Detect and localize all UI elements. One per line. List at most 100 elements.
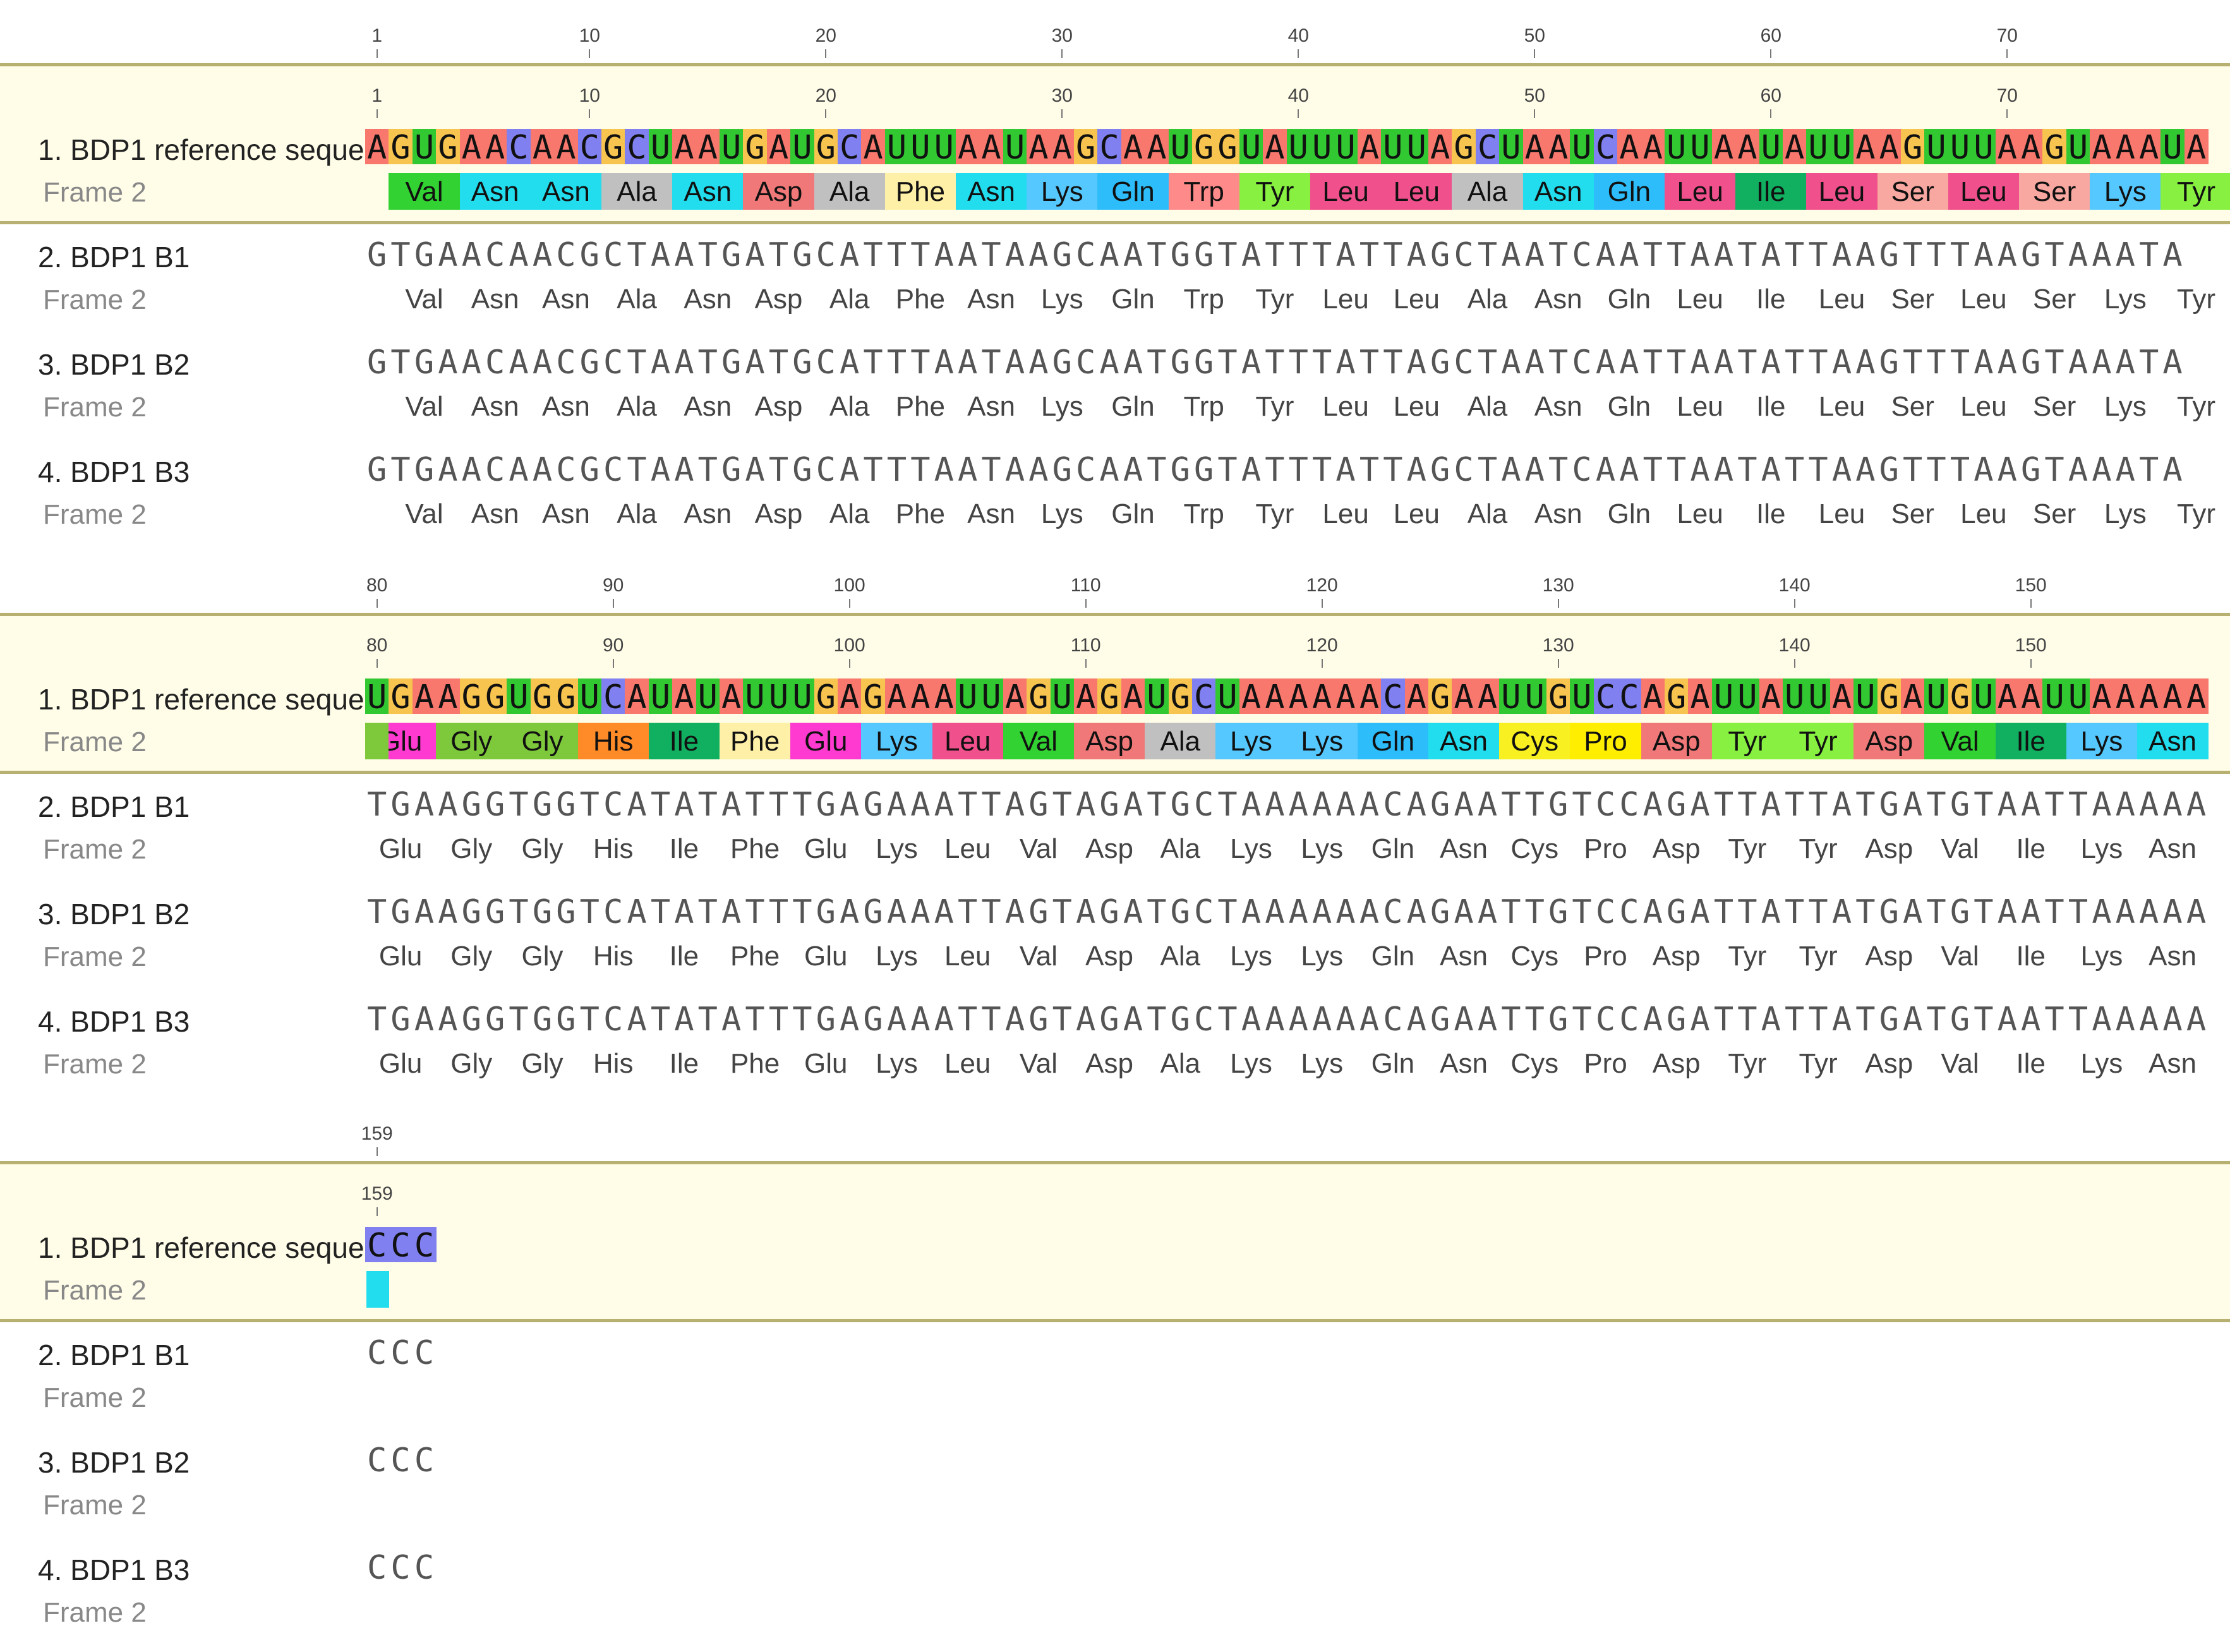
- nucleotide: G: [1076, 129, 1096, 167]
- amino-acid-highlight: [530, 173, 602, 210]
- nucleotide-highlight: [625, 678, 649, 714]
- nucleotide: G: [1430, 1001, 1450, 1039]
- amino-acid-highlight: [1452, 173, 1524, 210]
- amino-acid: Asn: [1534, 498, 1582, 529]
- nucleotide: G: [1879, 1001, 1899, 1039]
- nucleotide: A: [1123, 678, 1143, 716]
- sequence-label[interactable]: 1. BDP1 reference sequence: [38, 1231, 411, 1264]
- amino-acid-highlight: [720, 723, 791, 759]
- nucleotide: T: [1666, 236, 1687, 274]
- nucleotide: U: [2162, 129, 2183, 167]
- nucleotide: T: [1052, 786, 1072, 824]
- sequence-label[interactable]: 1. BDP1 reference sequence: [38, 683, 411, 716]
- nucleotide: A: [1831, 236, 1852, 274]
- nucleotide: U: [1785, 678, 1805, 716]
- nucleotide: A: [1477, 678, 1498, 716]
- nucleotide: T: [627, 344, 647, 382]
- nucleotide: U: [2068, 678, 2088, 716]
- nucleotide: C: [840, 129, 860, 167]
- nucleotide: A: [1831, 786, 1852, 824]
- nucleotide: T: [1383, 344, 1403, 382]
- nucleotide: A: [1903, 1001, 1923, 1039]
- nucleotide: C: [627, 129, 647, 167]
- nucleotide: T: [367, 893, 387, 931]
- nucleotide: T: [2139, 236, 2159, 274]
- nucleotide-highlight: [601, 129, 625, 164]
- nucleotide: A: [1903, 893, 1923, 931]
- amino-acid-highlight: [1522, 173, 1594, 210]
- nucleotide: U: [1926, 678, 1946, 716]
- nucleotide-highlight: [1050, 129, 1075, 164]
- nucleotide: A: [2139, 678, 2159, 716]
- nucleotide: T: [768, 236, 789, 274]
- nucleotide: A: [2115, 129, 2135, 167]
- nucleotide: A: [1241, 1001, 1262, 1039]
- amino-acid-highlight: [507, 723, 579, 759]
- sequence-label[interactable]: 4. BDP1 B3: [38, 455, 190, 488]
- amino-acid: Gln: [1111, 498, 1155, 529]
- nucleotide: A: [721, 1001, 742, 1039]
- sequence-label[interactable]: 2. BDP1 B1: [38, 1339, 190, 1372]
- amino-acid-highlight: [1239, 173, 1311, 210]
- nucleotide-highlight: [1452, 678, 1476, 714]
- nucleotide: T: [1477, 451, 1498, 489]
- sequence-label[interactable]: 1. BDP1 reference sequence: [38, 133, 411, 166]
- amino-acid-highlight: [884, 173, 956, 210]
- amino-acid: Pro: [1584, 1048, 1627, 1079]
- nucleotide: C: [509, 129, 529, 167]
- sequence-label[interactable]: 4. BDP1 B3: [38, 1553, 190, 1586]
- nucleotide-highlight: [1215, 129, 1240, 164]
- ruler-tick: [1534, 49, 1536, 58]
- sequence-label[interactable]: 3. BDP1 B2: [38, 1446, 190, 1479]
- nucleotide: T: [2044, 451, 2064, 489]
- nucleotide: A: [2068, 451, 2088, 489]
- nucleotide: C: [1572, 236, 1592, 274]
- nucleotide: A: [532, 129, 553, 167]
- nucleotide: C: [1595, 893, 1616, 931]
- inner-ruler-label: 140: [1778, 635, 1811, 656]
- nucleotide: T: [1713, 786, 1734, 824]
- nucleotide: C: [1076, 236, 1096, 274]
- amino-acid: Lys: [1301, 726, 1344, 757]
- nucleotide: G: [721, 236, 742, 274]
- amino-acid: Tyr: [1255, 176, 1294, 207]
- sequence-label[interactable]: 2. BDP1 B1: [38, 790, 190, 823]
- nucleotide: A: [1335, 786, 1356, 824]
- inner-ruler-tick: [1770, 109, 1772, 118]
- amino-acid: Ala: [1467, 284, 1508, 315]
- amino-acid: Leu: [1677, 391, 1723, 422]
- amino-acid: Asn: [471, 284, 519, 315]
- amino-acid: Val: [1019, 941, 1058, 972]
- nucleotide-highlight: [1617, 129, 1642, 164]
- nucleotide-highlight: [908, 678, 933, 714]
- nucleotide: A: [934, 893, 954, 931]
- nucleotide-highlight: [1428, 678, 1452, 714]
- nucleotide: C: [485, 344, 505, 382]
- nucleotide: A: [2021, 786, 2041, 824]
- nucleotide: G: [1454, 129, 1474, 167]
- amino-acid: Ser: [1891, 176, 1934, 207]
- nucleotide: G: [1430, 236, 1450, 274]
- nucleotide-highlight: [389, 678, 413, 714]
- amino-acid: Ile: [1756, 284, 1786, 315]
- amino-acid: Ser: [1891, 284, 1934, 315]
- nucleotide: T: [1974, 786, 1994, 824]
- sequence-label[interactable]: 3. BDP1 B2: [38, 348, 190, 381]
- nucleotide: U: [1501, 129, 1521, 167]
- sequence-label[interactable]: 4. BDP1 B3: [38, 1005, 190, 1038]
- nucleotide: A: [1997, 129, 2017, 167]
- nucleotide-highlight: [1239, 129, 1263, 164]
- nucleotide: T: [745, 893, 765, 931]
- nucleotide: T: [390, 236, 411, 274]
- sequence-label[interactable]: 2. BDP1 B1: [38, 241, 190, 274]
- nucleotide: T: [1808, 451, 1828, 489]
- ruler-label: 10: [579, 25, 600, 46]
- nucleotide: A: [886, 1001, 907, 1039]
- nucleotide: T: [1785, 344, 1805, 382]
- nucleotide-highlight: [2090, 678, 2114, 714]
- nucleotide: C: [816, 451, 836, 489]
- nucleotide: C: [414, 1334, 435, 1372]
- nucleotide: U: [2044, 678, 2064, 716]
- nucleotide: A: [1123, 786, 1143, 824]
- sequence-label[interactable]: 3. BDP1 B2: [38, 898, 190, 931]
